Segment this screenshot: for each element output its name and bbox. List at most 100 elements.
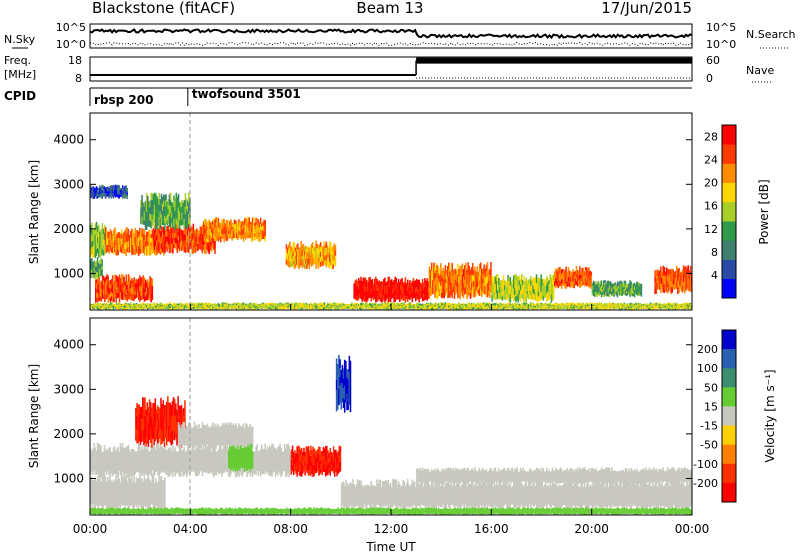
- heatmap-cell: [674, 270, 677, 275]
- heatmap-cell: [564, 306, 566, 308]
- heatmap-cell: [450, 305, 452, 307]
- heatmap-cell: [112, 447, 115, 455]
- heatmap-cell: [116, 248, 118, 256]
- heatmap-cell: [468, 287, 471, 296]
- heatmap-cell: [180, 307, 182, 310]
- heatmap-cell: [396, 282, 399, 287]
- heatmap-cell: [441, 292, 443, 299]
- heatmap-cell: [317, 250, 320, 257]
- heatmap-cell: [565, 283, 567, 289]
- heatmap-cell: [377, 295, 379, 301]
- heatmap-cell: [328, 308, 330, 310]
- heatmap-cell: [308, 307, 311, 309]
- heatmap-cell: [332, 302, 335, 304]
- heatmap-cell: [106, 279, 108, 285]
- heatmap-cell: [298, 304, 301, 306]
- heatmap-cell: [502, 303, 505, 306]
- heatmap-cell: [661, 271, 663, 278]
- heatmap-cell: [307, 252, 309, 259]
- heatmap-cell: [153, 204, 156, 212]
- heatmap-cell: [298, 263, 300, 270]
- heatmap-cell: [117, 307, 119, 310]
- heatmap-cell: [265, 308, 268, 310]
- heatmap-cell: [673, 304, 676, 307]
- heatmap-cell: [492, 307, 495, 310]
- heatmap-cell: [617, 305, 620, 308]
- heatmap-cell: [505, 295, 507, 300]
- heatmap-cell: [554, 305, 556, 308]
- heatmap-cell: [90, 308, 92, 310]
- heatmap-cell: [184, 306, 187, 309]
- heatmap-cell: [188, 307, 190, 309]
- heatmap-cell: [373, 306, 376, 309]
- heatmap-cell: [133, 463, 135, 470]
- heatmap-cell: [597, 291, 599, 295]
- heatmap-cell: [419, 303, 422, 305]
- heatmap-cell: [176, 245, 179, 253]
- heatmap-cell: [506, 307, 508, 310]
- heatmap-cell: [554, 307, 556, 310]
- heatmap-cell: [435, 263, 438, 271]
- heatmap-cell: [92, 307, 94, 309]
- heatmap-cell: [474, 266, 476, 275]
- heatmap-cell: [237, 234, 239, 240]
- heatmap-cell: [212, 306, 214, 309]
- heatmap-cell: [499, 286, 501, 293]
- heatmap-cell: [516, 276, 518, 282]
- heatmap-cell: [302, 251, 305, 260]
- heatmap-cell: [106, 237, 108, 246]
- heatmap-cell: [581, 305, 583, 308]
- heatmap-cell: [229, 229, 231, 235]
- heatmap-cell: [92, 303, 94, 306]
- heatmap-cell: [460, 265, 463, 273]
- heatmap-cell: [530, 276, 532, 281]
- heatmap-cell: [458, 276, 460, 284]
- heatmap-cell: [139, 280, 141, 286]
- heatmap-cell: [395, 277, 398, 284]
- heatmap-cell: [571, 282, 573, 286]
- heatmap-cell: [546, 305, 548, 308]
- heatmap-cell: [116, 241, 118, 249]
- heatmap-cell: [435, 270, 438, 278]
- heatmap-cell: [410, 304, 412, 306]
- heatmap-cell: [97, 303, 100, 305]
- heatmap-cell: [198, 305, 200, 308]
- heatmap-cell: [493, 303, 496, 306]
- heatmap-cell: [634, 305, 637, 308]
- heatmap-cell: [295, 302, 297, 305]
- heatmap-cell: [182, 305, 184, 307]
- heatmap-cell: [498, 285, 500, 293]
- heatmap-cell: [438, 282, 441, 290]
- heatmap-cell: [621, 307, 623, 310]
- heatmap-cell: [444, 306, 447, 309]
- heatmap-cell: [544, 302, 547, 305]
- heatmap-cell: [442, 303, 444, 306]
- heatmap-cell: [680, 276, 683, 282]
- power-colorbar-tick: 24: [704, 154, 718, 167]
- heatmap-cell: [178, 304, 181, 306]
- heatmap-cell: [440, 307, 442, 310]
- heatmap-cell: [438, 306, 441, 308]
- heatmap-cell: [433, 280, 435, 288]
- noise-left-tick-bottom: 10^0: [56, 38, 86, 51]
- heatmap-cell: [127, 282, 130, 291]
- heatmap-cell: [170, 305, 173, 307]
- heatmap-cell: [518, 289, 521, 295]
- heatmap-cell: [379, 289, 382, 294]
- heatmap-cell: [102, 305, 105, 307]
- heatmap-cell: [616, 306, 619, 308]
- heatmap-cell: [121, 305, 124, 307]
- heatmap-cell: [120, 243, 123, 249]
- heatmap-cell: [470, 282, 473, 290]
- heatmap-cell: [387, 285, 390, 295]
- heatmap-cell: [483, 284, 485, 295]
- heatmap-cell: [681, 305, 684, 308]
- heatmap-cell: [117, 304, 119, 306]
- heatmap-cell: [297, 304, 300, 306]
- heatmap-cell: [589, 306, 591, 308]
- heatmap-cell: [653, 304, 655, 306]
- heatmap-cell: [486, 283, 489, 291]
- heatmap-cell: [616, 303, 619, 306]
- heatmap-cell: [100, 304, 102, 306]
